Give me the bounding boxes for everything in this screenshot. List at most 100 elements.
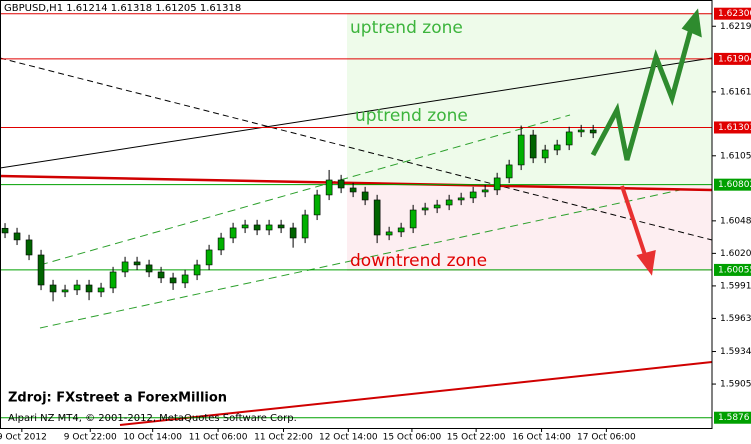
trend-line <box>0 174 713 192</box>
uptrend-zone <box>347 13 712 185</box>
candle-body <box>457 197 465 201</box>
x-tick-label: 17 Oct 06:00 <box>577 433 636 443</box>
y-tick-label: 1.60200 <box>720 249 751 259</box>
candle-body <box>13 232 21 241</box>
x-tick-label: 10 Oct 14:00 <box>123 433 182 443</box>
candle-body <box>409 209 417 229</box>
level-box <box>714 263 751 276</box>
x-tick-label: 12 Oct 14:00 <box>319 433 378 443</box>
y-tick-label: 1.59915 <box>720 281 751 291</box>
candle-body <box>505 164 513 179</box>
candle-body <box>277 224 285 229</box>
level-label: 1.60802 <box>718 180 751 190</box>
x-tick-label: 11 Oct 06:00 <box>189 433 248 443</box>
copyright: Alpari NZ MT4, © 2001-2012, MetaQuotes S… <box>8 413 297 424</box>
candle-body <box>157 271 165 279</box>
candle-body <box>517 134 525 166</box>
up-arrow <box>590 24 695 161</box>
level-label: 1.62300 <box>718 9 751 19</box>
x-tick-label: 9 Oct 2012 <box>0 433 47 443</box>
plot-frame <box>0 0 713 429</box>
trend-line <box>0 57 713 241</box>
candle-body <box>217 237 225 251</box>
channel-line <box>39 114 571 266</box>
level-label: 1.60055 <box>718 265 751 275</box>
y-tick-label: 1.59340 <box>720 347 751 357</box>
candle-body <box>337 179 345 189</box>
candle-body <box>289 227 297 239</box>
candle-body <box>73 284 81 291</box>
candle-body <box>589 129 597 134</box>
candles <box>1 124 597 302</box>
channel-line <box>39 189 681 329</box>
candle-body <box>253 224 261 231</box>
candle-body <box>385 231 393 236</box>
candle-body <box>37 254 45 286</box>
level-label: 1.5876 <box>718 413 750 423</box>
level-box <box>714 178 751 191</box>
candle-body <box>361 191 369 201</box>
y-tick-label: 1.61055 <box>720 151 751 161</box>
candle-body <box>193 264 201 276</box>
candle-body <box>577 129 585 133</box>
candle-body <box>397 227 405 233</box>
candle-body <box>529 134 537 159</box>
candle-body <box>445 199 453 206</box>
candle-body <box>241 224 249 229</box>
y-tick-label: 1.61615 <box>720 87 751 97</box>
y-tick-label: 1.59055 <box>720 380 751 390</box>
candle-body <box>133 261 141 266</box>
level-label: 1.61303 <box>718 123 751 133</box>
candle-body <box>373 199 381 236</box>
annotation: uptrend zone <box>350 18 463 38</box>
candle-body <box>541 149 549 159</box>
candle-body <box>205 249 213 266</box>
candle-body <box>313 194 321 216</box>
candle-body <box>301 214 309 239</box>
candle-body <box>145 264 153 273</box>
x-tick-label: 16 Oct 14:00 <box>512 433 571 443</box>
chart-title: GBPUSD,H1 1.61214 1.61318 1.61205 1.6131… <box>4 3 241 14</box>
candle-body <box>49 284 57 293</box>
level-box <box>714 7 751 20</box>
y-tick-label: 1.60485 <box>720 216 751 226</box>
up-arrow-head <box>681 8 702 38</box>
down-arrow-head <box>636 249 656 276</box>
annotation: uptrend zone <box>355 106 468 126</box>
y-tick-label: 1.62190 <box>720 22 751 32</box>
candle-body <box>61 289 69 293</box>
candle-body <box>349 187 357 193</box>
candle-body <box>25 239 33 256</box>
candle-body <box>181 274 189 284</box>
candle-body <box>325 179 333 196</box>
candle-body <box>169 277 177 284</box>
candle-body <box>265 224 273 231</box>
candle-body <box>481 189 489 193</box>
candle-body <box>433 204 441 209</box>
y-tick-label: 1.59630 <box>720 314 751 324</box>
x-tick-label: 9 Oct 22:00 <box>64 433 117 443</box>
level-box <box>714 52 751 65</box>
candle-body <box>121 261 129 273</box>
trend-line <box>0 57 713 169</box>
x-tick-label: 15 Oct 22:00 <box>447 433 506 443</box>
candle-body <box>565 131 573 146</box>
candle-body <box>421 207 429 211</box>
x-tick-label: 15 Oct 06:00 <box>383 433 442 443</box>
axes: 1.62190 1.61615 1.61055 1.60485 1.60200 1.599… <box>0 7 751 443</box>
candle-body <box>85 284 93 293</box>
trend-lines <box>0 57 713 426</box>
candle-body <box>109 271 117 289</box>
down-arrow <box>620 185 647 256</box>
candle-body <box>553 144 561 151</box>
source-note: Zdroj: FXstreet a ForexMillion <box>8 391 227 406</box>
trend-line <box>119 361 713 426</box>
level-label: 1.61904 <box>718 54 751 64</box>
level-box <box>714 121 751 134</box>
x-tick-label: 11 Oct 22:00 <box>254 433 313 443</box>
candle-body <box>469 191 477 199</box>
candle-body <box>1 227 9 234</box>
candle-body <box>97 287 105 293</box>
candle-body <box>493 177 501 191</box>
